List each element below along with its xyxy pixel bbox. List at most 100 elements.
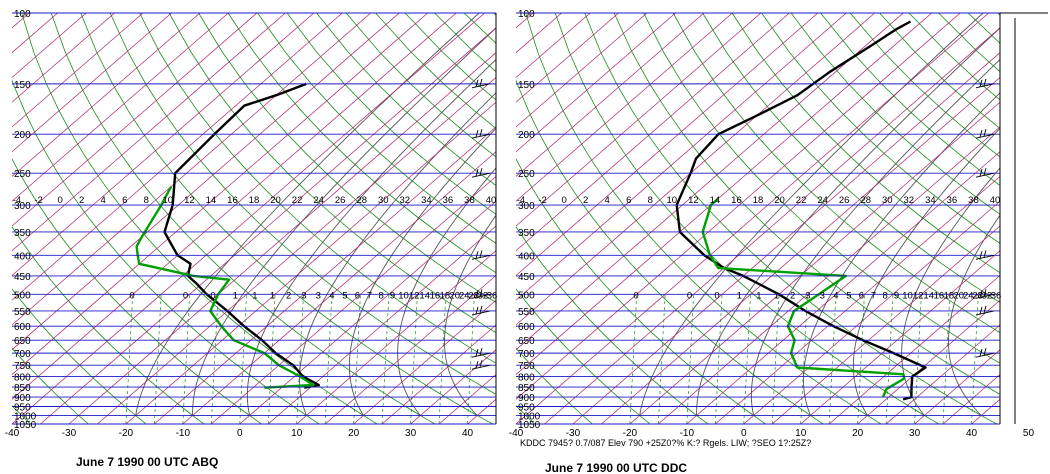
wind-barb-staff bbox=[471, 254, 491, 260]
isotherm bbox=[381, 324, 496, 424]
isotherm bbox=[125, 101, 496, 424]
mixing-ratio-line bbox=[296, 294, 304, 424]
moist-adiabat bbox=[696, 27, 1000, 416]
isotherm bbox=[324, 274, 496, 424]
mixing-ratio-label: 0 bbox=[210, 290, 215, 301]
wind-barb-flag bbox=[979, 79, 983, 87]
temperature-tick-label: 30 bbox=[405, 428, 417, 439]
upper-tick-label: 36 bbox=[947, 195, 958, 206]
mixing-ratio-label: 5 bbox=[342, 290, 347, 301]
temperature-tick-label: 20 bbox=[348, 428, 360, 439]
dry-adiabat bbox=[168, 13, 496, 334]
mixing-ratio-line bbox=[686, 294, 694, 424]
dry-adiabat bbox=[227, 13, 496, 274]
mixing-ratio-label: 18 bbox=[944, 290, 955, 301]
upper-tick-label: 28 bbox=[860, 195, 871, 206]
wind-barb-flag bbox=[475, 361, 479, 369]
upper-tick-label: 4 bbox=[101, 195, 106, 206]
isotherm bbox=[686, 151, 1000, 424]
upper-tick-label: 30 bbox=[882, 195, 893, 206]
pressure-tick-label: 300 bbox=[14, 201, 31, 212]
wind-barb-flag bbox=[475, 130, 479, 138]
mixing-ratio-label: 16 bbox=[934, 290, 945, 301]
dry-adiabat bbox=[938, 13, 1000, 73]
mixing-ratio-label: 8 bbox=[379, 290, 384, 301]
mixing-ratio-label: 4 bbox=[329, 290, 334, 301]
mixing-ratio-label: 1 bbox=[233, 290, 238, 301]
mixing-ratio-label: 2 bbox=[286, 290, 291, 301]
wind-barb-flag bbox=[475, 251, 479, 259]
isotherm bbox=[12, 13, 428, 375]
temperature-tick-label: -10 bbox=[680, 428, 695, 439]
wind-barb-staff bbox=[975, 352, 995, 358]
mixing-ratio-line bbox=[771, 294, 780, 424]
isotherm bbox=[516, 13, 676, 153]
wind-barb-flag bbox=[979, 169, 983, 177]
wind-barb-staff bbox=[471, 364, 491, 370]
mixing-ratio-line bbox=[353, 294, 361, 424]
skewt-chart-abq: 1001502002503003504004505005506006507007… bbox=[5, 9, 997, 439]
mixing-ratio-line bbox=[857, 294, 865, 424]
isotherm bbox=[353, 299, 496, 424]
isotherm bbox=[524, 13, 997, 424]
isotherm bbox=[516, 13, 790, 252]
wind-barb-staff bbox=[471, 310, 491, 316]
upper-tick-label: 2 bbox=[79, 195, 84, 206]
isotherm bbox=[914, 349, 1000, 424]
upper-tick-label: 30 bbox=[378, 195, 389, 206]
pressure-tick-label: 450 bbox=[14, 272, 31, 283]
upper-tick-label: 2 bbox=[583, 195, 588, 206]
wind-barb-flag bbox=[983, 250, 987, 258]
mixing-ratio-line bbox=[154, 294, 162, 424]
dry-adiabat bbox=[50, 13, 436, 424]
pressure-tick-label: 1050 bbox=[14, 420, 37, 431]
isotherm bbox=[885, 324, 1000, 424]
dry-adiabat bbox=[12, 226, 205, 424]
chart-caption-abq: June 7 1990 00 UTC ABQ bbox=[76, 455, 218, 469]
upper-tick-label: 26 bbox=[839, 195, 850, 206]
temperature-tick-label: 10 bbox=[291, 428, 303, 439]
upper-tick-label: 20 bbox=[270, 195, 281, 206]
mixing-ratio-label: 9 bbox=[390, 290, 395, 301]
moist-adiabat bbox=[299, 92, 496, 416]
mixing-ratio-label: 12 bbox=[409, 290, 420, 301]
wind-barb-flag bbox=[479, 250, 483, 258]
mixing-ratio-label: 6 bbox=[355, 290, 360, 301]
isotherm bbox=[715, 175, 1000, 424]
mixing-ratio-label: 14 bbox=[419, 290, 430, 301]
isotherm bbox=[467, 398, 496, 424]
temperature-tick-label: 40 bbox=[462, 428, 474, 439]
mixing-ratio-label: 0 bbox=[633, 290, 638, 301]
pressure-tick-label: 550 bbox=[14, 307, 31, 318]
wind-barb-flag bbox=[979, 349, 983, 357]
upper-tick-label: 16 bbox=[227, 195, 238, 206]
mixing-ratio-label: 20 bbox=[449, 290, 460, 301]
temperature-profile bbox=[163, 82, 320, 389]
mixing-ratio-label: 10 bbox=[902, 290, 913, 301]
dry-adiabat bbox=[257, 13, 496, 244]
wind-barb-flag bbox=[479, 78, 483, 86]
isotherm bbox=[40, 27, 496, 424]
mixing-ratio-line bbox=[828, 294, 837, 424]
mixing-ratio-label: 3 bbox=[316, 290, 321, 301]
upper-tick-label: 20 bbox=[774, 195, 785, 206]
dry-adiabat bbox=[731, 13, 1000, 274]
isotherm bbox=[857, 299, 1000, 424]
isotherm bbox=[0, 13, 391, 424]
upper-tick-label: 26 bbox=[335, 195, 346, 206]
isotherm bbox=[239, 200, 496, 424]
upper-tick-label: 24 bbox=[313, 195, 324, 206]
upper-tick-label: 10 bbox=[163, 195, 174, 206]
mixing-ratio-label: 0 bbox=[687, 290, 692, 301]
mixing-ratio-line bbox=[629, 294, 638, 424]
mixing-ratio-line bbox=[914, 294, 922, 424]
pressure-tick-label: 900 bbox=[14, 393, 31, 404]
mixing-ratio-label: 8 bbox=[883, 290, 888, 301]
isotherm bbox=[772, 225, 1000, 424]
mixing-ratio-label: 24 bbox=[459, 290, 470, 301]
mixing-ratio-label: 0 bbox=[714, 290, 719, 301]
pressure-tick-label: 250 bbox=[14, 169, 31, 180]
dry-adiabat bbox=[643, 13, 1000, 364]
pressure-tick-label: 1050 bbox=[518, 420, 541, 431]
dry-adiabat bbox=[820, 13, 1000, 186]
